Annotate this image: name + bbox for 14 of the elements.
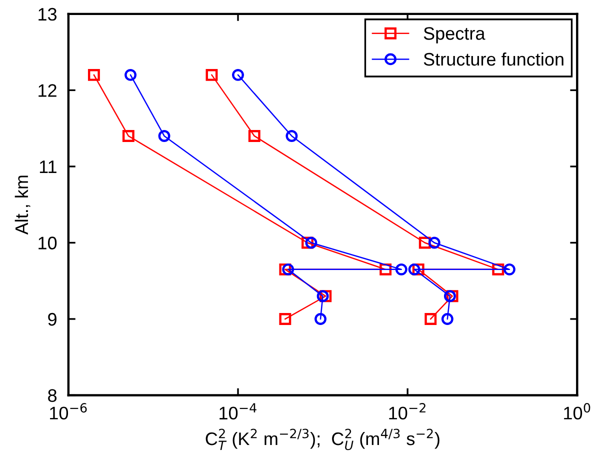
x-tick-label: 10$^{−2}$ bbox=[389, 403, 426, 420]
text: C$^{2}$$_{T}$ (K$^{2}$ m$^{−2/3}$); C$^{2}$$_{U}$ (m$^{4/3}$ s$^{−2}$) bbox=[206, 428, 440, 450]
y-axis-title: Alt., km bbox=[14, 176, 30, 235]
x-tick-label: 10$^{−4}$ bbox=[220, 403, 256, 420]
y-tick-label: 10 bbox=[38, 236, 57, 250]
y-tick-label: 12 bbox=[38, 84, 56, 97]
y-tick-label: 13 bbox=[38, 8, 57, 21]
legend-label: Structure function bbox=[424, 52, 564, 66]
legend-label: Spectra bbox=[424, 27, 486, 44]
y-tick-label: 8 bbox=[48, 389, 57, 402]
x-tick-label: 10$^{0}$ bbox=[564, 403, 590, 420]
y-tick-label: 9 bbox=[48, 312, 56, 326]
y-tick-label: 11 bbox=[40, 160, 56, 174]
x-tick-label: 10$^{−6}$ bbox=[50, 403, 87, 420]
